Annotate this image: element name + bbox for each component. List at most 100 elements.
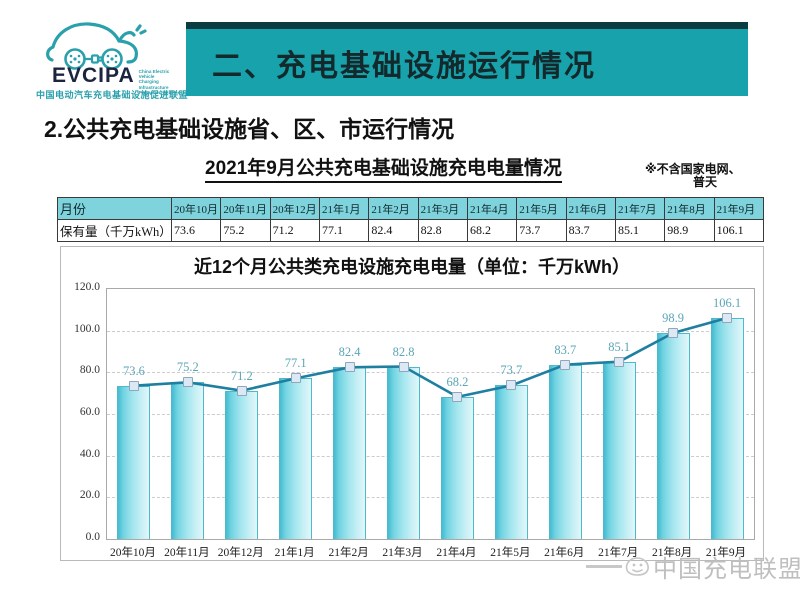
chart-canvas: 73.6 75.2 71.2 77.1 82.4 82.8 68.2 73.7 83.7 85.1… bbox=[106, 288, 755, 540]
logo-chinese-name: 中国电动汽车充电基础设施促进联盟 bbox=[36, 90, 189, 100]
watermark-dash bbox=[586, 565, 622, 568]
table-title: 2021年9月公共充电基础设施充电电量情况 bbox=[205, 153, 562, 183]
table-value-cell: 73.7 bbox=[516, 219, 567, 242]
table-value-cell: 77.1 bbox=[318, 219, 370, 242]
table-month-header: 21年1月 bbox=[318, 197, 370, 220]
table-month-header: 21年5月 bbox=[516, 197, 567, 220]
x-tick-label: 21年4月 bbox=[436, 547, 477, 559]
bar bbox=[117, 385, 151, 539]
bar bbox=[710, 317, 744, 539]
trend-line bbox=[133, 316, 728, 399]
table-header-label: 月份 bbox=[57, 197, 172, 220]
bar-value-label: 82.8 bbox=[392, 344, 415, 359]
monthly-table: 月份 20年10月 20年11月 20年12月 21年1月 21年2月 21年3月 21年4月… bbox=[57, 197, 765, 242]
bar bbox=[656, 332, 690, 539]
table-month-header: 21年7月 bbox=[614, 197, 666, 220]
data-point-marker bbox=[128, 380, 139, 391]
y-tick-label: 0.0 bbox=[85, 531, 100, 543]
y-tick-label: 100.0 bbox=[74, 322, 100, 335]
table-month-header: 20年11月 bbox=[220, 197, 271, 220]
table-value-cell: 73.6 bbox=[170, 219, 222, 242]
table-month-header: 21年9月 bbox=[713, 197, 765, 220]
bar-value-label: 82.4 bbox=[338, 345, 361, 360]
data-point-marker bbox=[398, 361, 409, 372]
table-value-cell: 83.7 bbox=[565, 219, 616, 242]
table-value-cell: 82.4 bbox=[368, 219, 419, 242]
x-tick-label: 21年3月 bbox=[382, 547, 423, 559]
table-value-cell: 98.9 bbox=[664, 219, 715, 242]
y-tick-label: 40.0 bbox=[79, 447, 100, 460]
bar-value-label: 75.2 bbox=[176, 360, 199, 375]
logo-acronym: EVCIPA bbox=[52, 64, 135, 87]
gridline bbox=[107, 455, 754, 457]
x-tick-label: 21年7月 bbox=[598, 547, 639, 559]
bar-value-label: 106.1 bbox=[712, 295, 742, 310]
x-tick-label: 21年2月 bbox=[328, 547, 369, 559]
bar bbox=[171, 382, 205, 539]
data-point-marker bbox=[452, 391, 463, 402]
table-month-header: 21年6月 bbox=[565, 197, 616, 220]
watermark-car-icon bbox=[625, 556, 649, 576]
table-value-cell: 68.2 bbox=[466, 219, 518, 242]
table-month-header: 21年8月 bbox=[664, 197, 715, 220]
table-value-cell: 85.1 bbox=[614, 219, 666, 242]
gridline bbox=[107, 497, 754, 499]
bar bbox=[440, 396, 474, 539]
data-point-marker bbox=[506, 380, 517, 391]
y-tick-label: 20.0 bbox=[79, 489, 100, 502]
x-tick-label: 21年9月 bbox=[705, 547, 747, 559]
alliance-watermark: 中国充电联盟 bbox=[586, 549, 800, 584]
data-point-marker bbox=[722, 312, 733, 323]
note-line-1: ※不含国家电网、 bbox=[645, 162, 741, 176]
table-month-header: 21年3月 bbox=[417, 197, 468, 220]
bar-value-label: 77.1 bbox=[284, 356, 307, 371]
data-point-marker bbox=[182, 377, 193, 388]
bar-value-label: 73.6 bbox=[123, 363, 145, 378]
evcipa-logo: EVCIPA China Electric Vehicle Charging I… bbox=[36, 16, 189, 102]
bar-value-label: 73.7 bbox=[500, 363, 523, 378]
bar-value-label: 68.2 bbox=[446, 374, 469, 389]
x-tick-label: 21年1月 bbox=[274, 547, 315, 559]
gridline bbox=[107, 330, 754, 332]
exclusion-note: ※不含国家电网、 普天 bbox=[645, 163, 765, 189]
x-tick-label: 21年5月 bbox=[490, 547, 531, 559]
subsection-heading: 2.公共充电基础设施省、区、市运行情况 bbox=[44, 116, 455, 142]
y-tick-label: 120.0 bbox=[74, 281, 100, 293]
bar-value-label: 85.1 bbox=[608, 339, 631, 354]
table-value-cell: 106.1 bbox=[713, 219, 765, 242]
table-month-header: 20年10月 bbox=[170, 197, 222, 220]
data-point-marker bbox=[614, 356, 625, 367]
note-line-2: 普天 bbox=[692, 175, 717, 189]
x-tick-label: 20年10月 bbox=[109, 547, 156, 559]
ev-car-icon bbox=[46, 22, 147, 70]
chart-title: 近12个月公共类充电设施充电电量（单位：千万kWh） bbox=[193, 257, 630, 277]
y-tick-label: 60.0 bbox=[79, 406, 100, 418]
table-month-header: 21年2月 bbox=[368, 197, 419, 220]
bar-value-label: 83.7 bbox=[554, 342, 577, 357]
gridline bbox=[107, 372, 754, 374]
x-tick-label: 21年6月 bbox=[544, 547, 585, 559]
data-point-marker bbox=[344, 362, 355, 373]
watermark-text: 中国充电联盟 bbox=[653, 556, 800, 583]
bar-value-label: 71.2 bbox=[230, 368, 253, 383]
banner-title: 二、充电基础设施运行情况 bbox=[212, 49, 596, 83]
y-tick-label: 80.0 bbox=[79, 364, 100, 377]
logo-english-name: China Electric Vehicle Charging Infrastr… bbox=[138, 69, 181, 95]
x-tick-label: 20年12月 bbox=[217, 547, 264, 559]
table-value-cell: 75.2 bbox=[220, 219, 271, 242]
x-tick-label: 20年11月 bbox=[164, 547, 210, 559]
data-point-marker bbox=[668, 327, 679, 338]
bar bbox=[225, 390, 259, 539]
table-row-label: 保有量（千万kWh） bbox=[57, 219, 172, 242]
gridline bbox=[107, 414, 754, 415]
bar bbox=[548, 364, 582, 539]
table-month-header: 20年12月 bbox=[269, 197, 320, 220]
x-tick-label: 21年8月 bbox=[651, 547, 693, 559]
section-banner: 二、充电基础设施运行情况 bbox=[186, 22, 748, 96]
chart-container: 近12个月公共类充电设施充电电量（单位：千万kWh） 73.6 75.2 71.2 7… bbox=[60, 246, 764, 561]
table-value-cell: 71.2 bbox=[269, 219, 320, 242]
data-point-marker bbox=[560, 359, 571, 370]
bar-value-label: 98.9 bbox=[662, 310, 685, 325]
table-value-cell: 82.8 bbox=[417, 219, 468, 242]
